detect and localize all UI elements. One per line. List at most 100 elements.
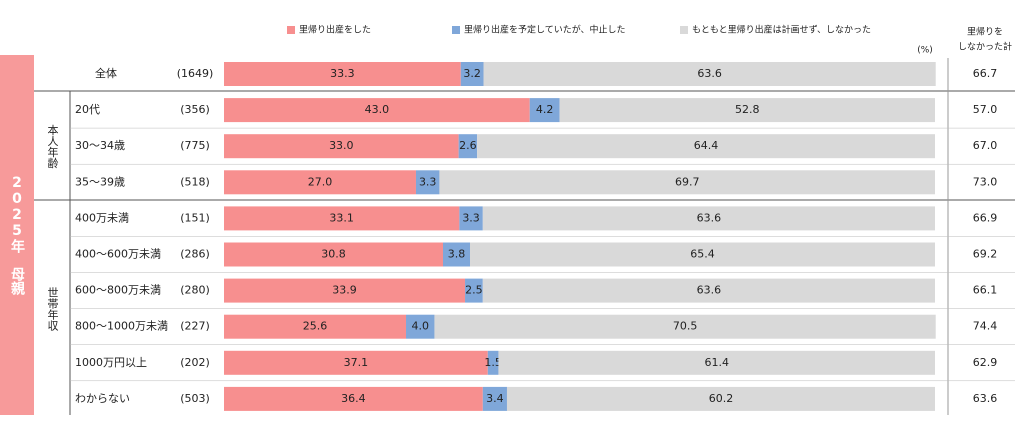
data-label: 63.6: [697, 284, 722, 297]
bar-segment: [559, 98, 935, 123]
data-label: 30.8: [321, 248, 346, 261]
bar-segment: [224, 62, 461, 86]
total-value: 74.4: [973, 320, 998, 333]
n-label: (503): [180, 392, 210, 405]
legend-swatch: [452, 26, 460, 34]
bar-segment: [224, 98, 530, 123]
bar-segment: [506, 386, 935, 411]
legend-label: 里帰り出産を予定していたが、中止した: [464, 24, 626, 36]
bar-segment: [487, 350, 499, 375]
data-label: 33.0: [329, 139, 354, 152]
data-label: 3.8: [448, 248, 466, 261]
bar-segment: [224, 386, 483, 411]
legend-swatch: [287, 26, 295, 34]
n-label: (286): [180, 248, 210, 261]
row-label: 35～39歳: [75, 175, 125, 188]
bar-segment: [459, 206, 483, 231]
bar-segment: [442, 242, 471, 267]
bar-segment: [465, 278, 483, 303]
row-label: 20代: [75, 103, 100, 116]
legend-swatch: [680, 26, 688, 34]
total-value: 66.9: [973, 211, 998, 224]
n-label: (356): [180, 103, 210, 116]
bar-segment: [498, 350, 935, 375]
data-label: 60.2: [709, 392, 734, 405]
bar-segment: [224, 170, 416, 195]
group-label: 世帯年収: [46, 286, 59, 331]
bar-segment: [434, 314, 936, 339]
total-value: 66.1: [973, 284, 998, 297]
data-label: 63.6: [697, 67, 722, 80]
data-label: 3.3: [419, 175, 437, 188]
bar-segment: [406, 314, 435, 339]
n-label: (518): [180, 175, 210, 188]
data-label: 61.4: [704, 356, 729, 369]
bar-segment: [415, 170, 440, 195]
bar-segment: [482, 386, 507, 411]
data-label: 43.0: [365, 103, 390, 116]
total-value: 67.0: [973, 139, 998, 152]
panel-label: 2025年 母親: [9, 175, 25, 296]
bar-segment: [470, 242, 935, 267]
bar-segment: [224, 242, 443, 267]
total-value: 69.2: [973, 248, 998, 261]
data-label: 4.2: [536, 103, 554, 116]
n-label: (202): [180, 356, 210, 369]
total-value: 66.7: [973, 67, 998, 80]
bar-segment: [224, 206, 460, 231]
total-header: 里帰りを: [967, 26, 1003, 38]
row-label: 1000万円以上: [75, 356, 147, 369]
legend-label: もともと里帰り出産は計画せず、しなかった: [692, 24, 871, 36]
bar-segment: [224, 134, 459, 159]
data-label: 37.1: [344, 356, 369, 369]
row-label: 400万未満: [75, 211, 129, 224]
bar-segment: [477, 134, 935, 159]
data-label: 3.3: [462, 211, 480, 224]
n-label: (1649): [177, 67, 214, 80]
total-value: 62.9: [973, 356, 998, 369]
data-label: 70.5: [673, 320, 698, 333]
bar-segment: [483, 62, 936, 86]
data-label: 3.2: [463, 67, 481, 80]
data-label: 69.7: [675, 175, 700, 188]
n-label: (151): [180, 211, 210, 224]
bar-segment: [439, 170, 935, 195]
bar-segment: [224, 314, 407, 339]
data-label: 25.6: [303, 320, 328, 333]
data-label: 36.4: [341, 392, 366, 405]
data-label: 27.0: [308, 175, 333, 188]
n-label: (280): [180, 284, 210, 297]
row-label: わからない: [75, 392, 130, 405]
data-label: 2.6: [459, 139, 477, 152]
row-label: 30～34歳: [75, 139, 125, 152]
data-label: 33.3: [330, 67, 355, 80]
data-label: 2.5: [465, 284, 483, 297]
n-label: (227): [180, 320, 210, 333]
row-label: 600～800万未満: [75, 284, 161, 297]
bar-segment: [458, 134, 478, 159]
bar-segment: [224, 278, 466, 303]
panel-band: [0, 55, 34, 415]
total-value: 73.0: [973, 175, 998, 188]
row-label: 800～1000万未満: [75, 320, 168, 333]
bar-segment: [529, 98, 560, 123]
data-label: 33.9: [332, 284, 357, 297]
data-label: 1.5: [484, 356, 502, 369]
bar-segment: [460, 62, 484, 86]
unit-label: (%): [917, 46, 933, 56]
total-value: 57.0: [973, 103, 998, 116]
bar-segment: [482, 206, 935, 231]
row-label: 全体: [95, 66, 117, 80]
data-label: 64.4: [694, 139, 719, 152]
group-label: 本人年齢: [46, 123, 59, 169]
data-label: 33.1: [329, 211, 354, 224]
data-label: 63.6: [697, 211, 722, 224]
data-label: 4.0: [411, 320, 429, 333]
bar-segment: [224, 350, 488, 375]
row-label: 400～600万未満: [75, 248, 161, 261]
bar-segment: [482, 278, 935, 303]
data-label: 65.4: [690, 248, 715, 261]
data-label: 3.4: [486, 392, 504, 405]
legend-label: 里帰り出産をした: [299, 24, 371, 36]
